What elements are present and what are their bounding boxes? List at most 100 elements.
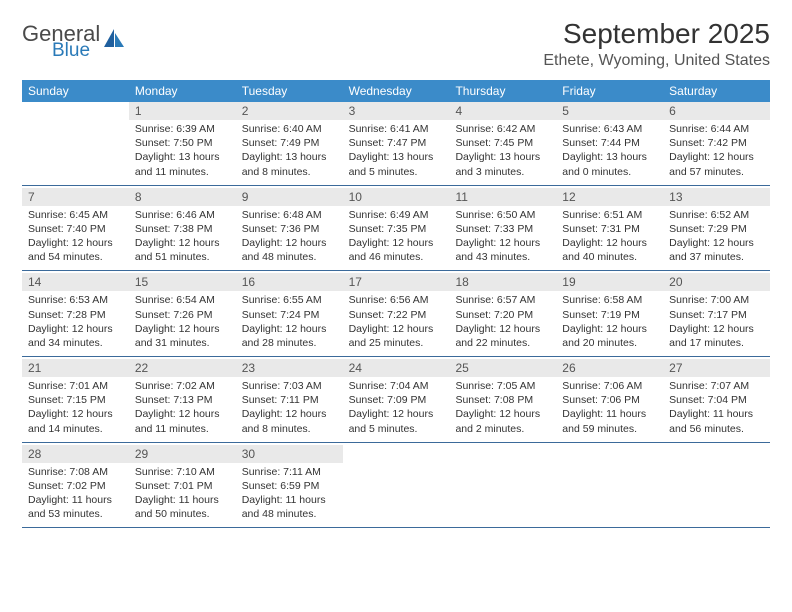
day-number: 9 (236, 188, 343, 206)
calendar-day: 10Sunrise: 6:49 AMSunset: 7:35 PMDayligh… (343, 188, 450, 271)
sunrise-text: Sunrise: 7:04 AM (349, 379, 444, 393)
day-number: 7 (22, 188, 129, 206)
day-content (22, 106, 129, 114)
weekday-header: Wednesday (343, 80, 450, 102)
day-number: 10 (343, 188, 450, 206)
daylight-text: Daylight: 12 hours and 20 minutes. (562, 322, 657, 350)
day-number: 18 (449, 273, 556, 291)
day-number: 16 (236, 273, 343, 291)
daylight-text: Daylight: 11 hours and 50 minutes. (135, 493, 230, 521)
day-content: Sunrise: 6:58 AMSunset: 7:19 PMDaylight:… (556, 291, 663, 356)
calendar-day: 20Sunrise: 7:00 AMSunset: 7:17 PMDayligh… (663, 273, 770, 356)
day-content: Sunrise: 6:42 AMSunset: 7:45 PMDaylight:… (449, 120, 556, 185)
day-number: 1 (129, 102, 236, 120)
calendar-day: 13Sunrise: 6:52 AMSunset: 7:29 PMDayligh… (663, 188, 770, 271)
day-content: Sunrise: 7:07 AMSunset: 7:04 PMDaylight:… (663, 377, 770, 442)
calendar-day (449, 445, 556, 528)
daylight-text: Daylight: 12 hours and 14 minutes. (28, 407, 123, 435)
day-number: 5 (556, 102, 663, 120)
sunset-text: Sunset: 7:17 PM (669, 308, 764, 322)
weekday-header: Thursday (449, 80, 556, 102)
day-number: 30 (236, 445, 343, 463)
daylight-text: Daylight: 12 hours and 46 minutes. (349, 236, 444, 264)
daylight-text: Daylight: 12 hours and 11 minutes. (135, 407, 230, 435)
sunrise-text: Sunrise: 6:42 AM (455, 122, 550, 136)
sunrise-text: Sunrise: 6:41 AM (349, 122, 444, 136)
calendar-day: 30Sunrise: 7:11 AMSunset: 6:59 PMDayligh… (236, 445, 343, 528)
day-number: 6 (663, 102, 770, 120)
calendar-day: 26Sunrise: 7:06 AMSunset: 7:06 PMDayligh… (556, 359, 663, 442)
daylight-text: Daylight: 12 hours and 48 minutes. (242, 236, 337, 264)
calendar-grid: Sunday Monday Tuesday Wednesday Thursday… (22, 80, 770, 528)
day-number: 2 (236, 102, 343, 120)
calendar-day: 4Sunrise: 6:42 AMSunset: 7:45 PMDaylight… (449, 102, 556, 185)
day-content: Sunrise: 6:53 AMSunset: 7:28 PMDaylight:… (22, 291, 129, 356)
sunset-text: Sunset: 7:45 PM (455, 136, 550, 150)
day-content: Sunrise: 7:08 AMSunset: 7:02 PMDaylight:… (22, 463, 129, 528)
day-number: 22 (129, 359, 236, 377)
day-content: Sunrise: 7:00 AMSunset: 7:17 PMDaylight:… (663, 291, 770, 356)
sunrise-text: Sunrise: 6:44 AM (669, 122, 764, 136)
sunset-text: Sunset: 7:38 PM (135, 222, 230, 236)
day-number: 14 (22, 273, 129, 291)
daylight-text: Daylight: 12 hours and 43 minutes. (455, 236, 550, 264)
daylight-text: Daylight: 13 hours and 0 minutes. (562, 150, 657, 178)
daylight-text: Daylight: 12 hours and 54 minutes. (28, 236, 123, 264)
daylight-text: Daylight: 12 hours and 34 minutes. (28, 322, 123, 350)
calendar-day: 19Sunrise: 6:58 AMSunset: 7:19 PMDayligh… (556, 273, 663, 356)
calendar-day: 12Sunrise: 6:51 AMSunset: 7:31 PMDayligh… (556, 188, 663, 271)
day-number: 13 (663, 188, 770, 206)
day-content: Sunrise: 6:44 AMSunset: 7:42 PMDaylight:… (663, 120, 770, 185)
day-content: Sunrise: 7:06 AMSunset: 7:06 PMDaylight:… (556, 377, 663, 442)
sunset-text: Sunset: 7:31 PM (562, 222, 657, 236)
day-content: Sunrise: 7:11 AMSunset: 6:59 PMDaylight:… (236, 463, 343, 528)
calendar-week: 21Sunrise: 7:01 AMSunset: 7:15 PMDayligh… (22, 359, 770, 443)
calendar-day: 15Sunrise: 6:54 AMSunset: 7:26 PMDayligh… (129, 273, 236, 356)
sunset-text: Sunset: 7:47 PM (349, 136, 444, 150)
weekday-header: Friday (556, 80, 663, 102)
calendar-day: 2Sunrise: 6:40 AMSunset: 7:49 PMDaylight… (236, 102, 343, 185)
day-content: Sunrise: 6:46 AMSunset: 7:38 PMDaylight:… (129, 206, 236, 271)
sunrise-text: Sunrise: 6:53 AM (28, 293, 123, 307)
day-content: Sunrise: 6:51 AMSunset: 7:31 PMDaylight:… (556, 206, 663, 271)
calendar-page: General Blue September 2025 Ethete, Wyom… (0, 0, 792, 546)
calendar-day: 25Sunrise: 7:05 AMSunset: 7:08 PMDayligh… (449, 359, 556, 442)
sunrise-text: Sunrise: 6:39 AM (135, 122, 230, 136)
day-content: Sunrise: 7:10 AMSunset: 7:01 PMDaylight:… (129, 463, 236, 528)
day-content (449, 449, 556, 457)
brand-blue: Blue (52, 42, 100, 59)
weekday-header-row: Sunday Monday Tuesday Wednesday Thursday… (22, 80, 770, 102)
daylight-text: Daylight: 13 hours and 3 minutes. (455, 150, 550, 178)
sunset-text: Sunset: 7:26 PM (135, 308, 230, 322)
daylight-text: Daylight: 12 hours and 51 minutes. (135, 236, 230, 264)
calendar-day: 29Sunrise: 7:10 AMSunset: 7:01 PMDayligh… (129, 445, 236, 528)
daylight-text: Daylight: 12 hours and 28 minutes. (242, 322, 337, 350)
sunset-text: Sunset: 7:02 PM (28, 479, 123, 493)
calendar-day: 8Sunrise: 6:46 AMSunset: 7:38 PMDaylight… (129, 188, 236, 271)
sunrise-text: Sunrise: 6:50 AM (455, 208, 550, 222)
sunrise-text: Sunrise: 7:02 AM (135, 379, 230, 393)
sunrise-text: Sunrise: 6:40 AM (242, 122, 337, 136)
calendar-week: 7Sunrise: 6:45 AMSunset: 7:40 PMDaylight… (22, 188, 770, 272)
day-number: 3 (343, 102, 450, 120)
sunset-text: Sunset: 7:20 PM (455, 308, 550, 322)
daylight-text: Daylight: 12 hours and 37 minutes. (669, 236, 764, 264)
daylight-text: Daylight: 11 hours and 56 minutes. (669, 407, 764, 435)
day-number: 25 (449, 359, 556, 377)
calendar-day: 24Sunrise: 7:04 AMSunset: 7:09 PMDayligh… (343, 359, 450, 442)
day-number: 27 (663, 359, 770, 377)
sunrise-text: Sunrise: 6:57 AM (455, 293, 550, 307)
day-number: 4 (449, 102, 556, 120)
weekday-header: Saturday (663, 80, 770, 102)
daylight-text: Daylight: 13 hours and 11 minutes. (135, 150, 230, 178)
sunset-text: Sunset: 7:36 PM (242, 222, 337, 236)
day-number: 23 (236, 359, 343, 377)
calendar-day (343, 445, 450, 528)
day-content: Sunrise: 6:45 AMSunset: 7:40 PMDaylight:… (22, 206, 129, 271)
calendar-day: 21Sunrise: 7:01 AMSunset: 7:15 PMDayligh… (22, 359, 129, 442)
calendar-day: 1Sunrise: 6:39 AMSunset: 7:50 PMDaylight… (129, 102, 236, 185)
calendar-day: 17Sunrise: 6:56 AMSunset: 7:22 PMDayligh… (343, 273, 450, 356)
day-content: Sunrise: 6:54 AMSunset: 7:26 PMDaylight:… (129, 291, 236, 356)
sunrise-text: Sunrise: 7:07 AM (669, 379, 764, 393)
day-content: Sunrise: 6:48 AMSunset: 7:36 PMDaylight:… (236, 206, 343, 271)
